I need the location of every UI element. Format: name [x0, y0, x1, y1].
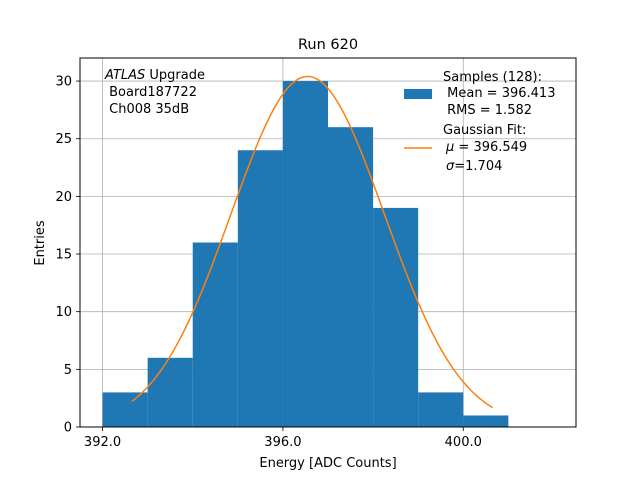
histogram-bar: [192, 242, 238, 427]
annotation-line-3: Ch008 35dB: [105, 102, 189, 117]
y-tick-label: 0: [64, 421, 72, 436]
y-tick-label: 15: [55, 248, 72, 263]
y-tick-label: 20: [55, 190, 72, 205]
y-tick-label: 10: [55, 305, 72, 320]
histogram-bar: [463, 415, 509, 427]
annotation-line-1: ATLAS Upgrade: [104, 68, 205, 83]
legend-fit-mu: μ = 396.549: [445, 140, 527, 155]
mu-symbol: μ: [445, 140, 454, 155]
sigma-symbol: σ: [446, 159, 455, 174]
legend-samples-rms: RMS = 1.582: [443, 103, 532, 118]
y-axis-label: Entries: [33, 220, 48, 266]
y-axis-ticks: 0 5 10 15 20 25 30: [55, 75, 80, 436]
annotation-line-2: Board187722: [105, 85, 197, 100]
legend-samples-mean: Mean = 396.413: [443, 86, 555, 101]
legend-fit-title: Gaussian Fit:: [443, 123, 526, 138]
x-tick-label: 396.0: [264, 435, 301, 450]
histogram-bars: [102, 81, 509, 427]
histogram-bar: [328, 127, 374, 427]
y-tick-label: 5: [64, 363, 72, 378]
annotation-upgrade: Upgrade: [145, 68, 205, 83]
histogram-bar: [237, 150, 283, 427]
legend-samples-title: Samples (128):: [443, 70, 542, 85]
legend-samples-swatch: [404, 89, 432, 99]
x-axis-ticks: 392.0 396.0 400.0: [84, 427, 482, 450]
y-tick-label: 30: [55, 75, 72, 90]
x-tick-label: 392.0: [84, 435, 121, 450]
histogram-bar: [147, 357, 193, 427]
mu-value: = 396.549: [454, 140, 527, 155]
histogram-bar: [102, 392, 148, 427]
chart-title: Run 620: [298, 37, 358, 53]
sigma-value: =1.704: [454, 159, 502, 174]
histogram-bar: [373, 207, 419, 427]
x-tick-label: 400.0: [445, 435, 482, 450]
legend-fit-sigma: σ=1.704: [446, 159, 502, 174]
histogram-bar: [418, 392, 464, 427]
legend: Samples (128): Mean = 396.413 RMS = 1.58…: [404, 70, 555, 174]
histogram-bar: [282, 81, 328, 427]
gaussian-fit-curve: [131, 75, 493, 409]
y-tick-label: 25: [55, 132, 72, 147]
x-axis-label: Energy [ADC Counts]: [259, 456, 396, 471]
annotation-atlas: ATLAS: [104, 68, 145, 83]
plot-frame: [79, 57, 577, 428]
